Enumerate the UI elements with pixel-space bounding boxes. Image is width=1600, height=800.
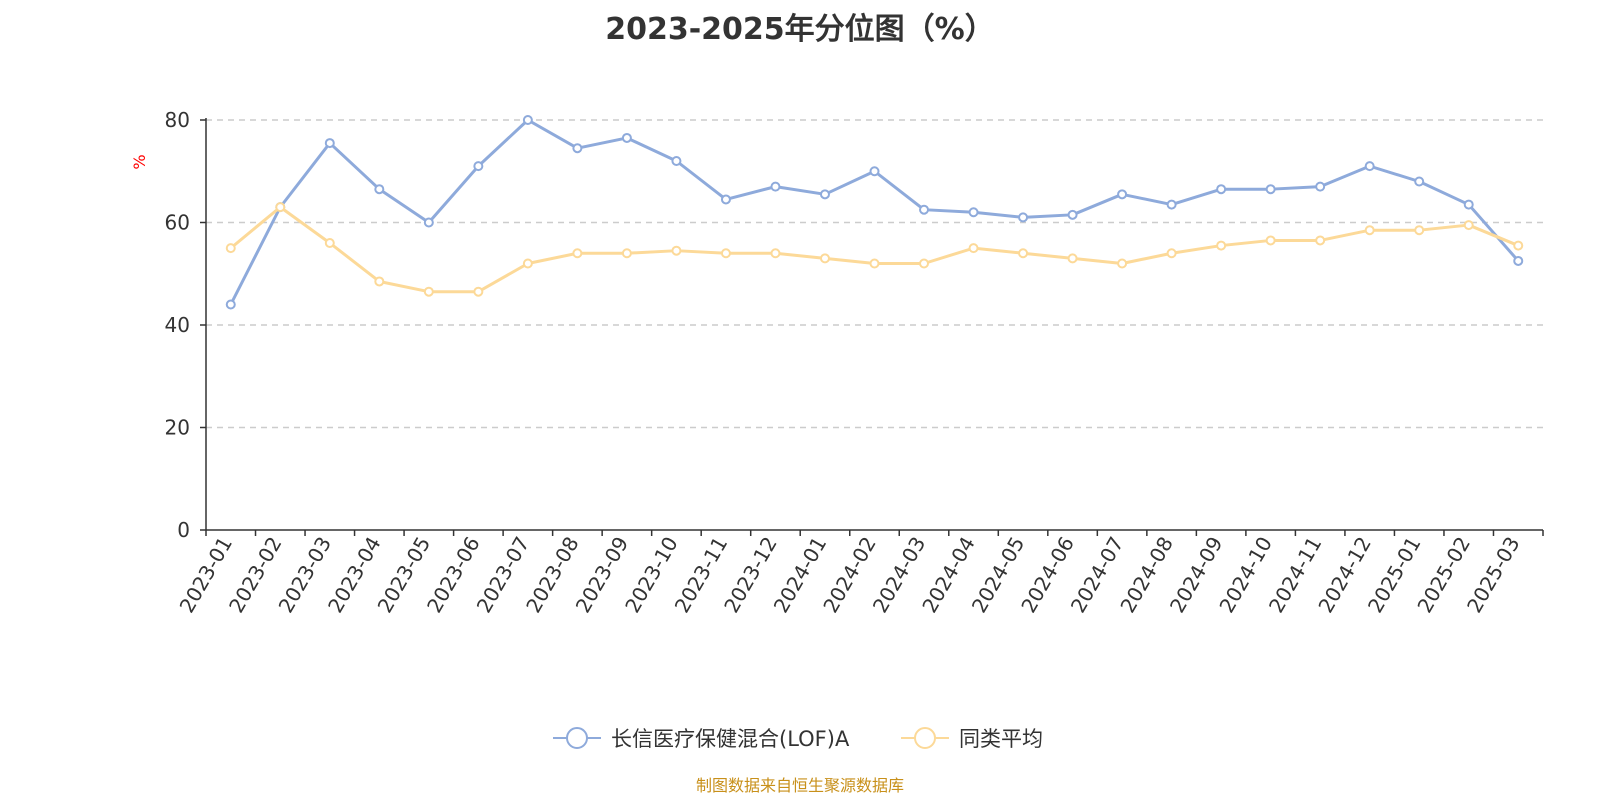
y-tick-label: 0: [177, 518, 190, 542]
series-2: [225, 202, 1524, 297]
data-point[interactable]: [225, 243, 236, 254]
data-point[interactable]: [720, 248, 731, 259]
y-axis-label: %: [130, 154, 149, 169]
data-point[interactable]: [1216, 240, 1227, 251]
data-point[interactable]: [1018, 248, 1029, 259]
data-point[interactable]: [1018, 212, 1029, 223]
data-point[interactable]: [1364, 225, 1375, 236]
data-point[interactable]: [621, 248, 632, 259]
data-point[interactable]: [968, 207, 979, 218]
data-point[interactable]: [770, 248, 781, 259]
data-point[interactable]: [819, 189, 830, 200]
data-point[interactable]: [671, 156, 682, 166]
chart-title: 2023-2025年分位图（%）: [605, 12, 995, 47]
data-point[interactable]: [1216, 184, 1227, 195]
data-point[interactable]: [621, 132, 632, 143]
data-point[interactable]: [1067, 209, 1078, 220]
series-1: [225, 115, 1524, 310]
legend[interactable]: 长信医疗保健混合(LOF)A 同类平均: [553, 727, 1043, 751]
data-point[interactable]: [1513, 255, 1524, 266]
data-point[interactable]: [1364, 161, 1375, 172]
legend-marker-icon: [566, 727, 588, 749]
legend-item-1[interactable]: 长信医疗保健混合(LOF)A: [553, 727, 850, 751]
y-tick-label: 40: [165, 313, 190, 337]
data-point[interactable]: [1265, 184, 1276, 195]
data-point[interactable]: [324, 238, 335, 248]
data-point[interactable]: [374, 276, 385, 287]
data-point[interactable]: [1513, 240, 1524, 251]
data-point[interactable]: [1117, 258, 1128, 269]
data-point[interactable]: [671, 245, 682, 256]
data-point[interactable]: [968, 243, 979, 254]
data-point[interactable]: [473, 161, 484, 172]
series-layer: [225, 115, 1524, 310]
data-point[interactable]: [572, 143, 583, 154]
data-point[interactable]: [522, 115, 533, 125]
data-point[interactable]: [919, 258, 930, 269]
data-point[interactable]: [423, 286, 434, 297]
data-point[interactable]: [1463, 220, 1474, 231]
data-point[interactable]: [1315, 181, 1326, 192]
data-point[interactable]: [225, 299, 236, 310]
data-point[interactable]: [869, 258, 880, 269]
axis-layer: 0204060802023-012023-022023-032023-04202…: [165, 108, 1544, 617]
legend-label: 长信医疗保健混合(LOF)A: [611, 727, 850, 751]
legend-marker-icon: [914, 727, 936, 749]
data-point[interactable]: [423, 217, 434, 228]
data-point[interactable]: [1463, 199, 1474, 210]
data-point[interactable]: [1166, 199, 1177, 210]
data-point[interactable]: [1414, 225, 1425, 236]
y-tick-label: 80: [165, 108, 190, 132]
data-point[interactable]: [869, 166, 880, 177]
y-tick-label: 20: [165, 416, 190, 440]
legend-label: 同类平均: [959, 727, 1043, 751]
data-point[interactable]: [1166, 248, 1177, 259]
data-point[interactable]: [522, 258, 533, 269]
source-note: 制图数据来自恒生聚源数据库: [695, 776, 904, 795]
data-point[interactable]: [473, 286, 484, 297]
data-point[interactable]: [374, 184, 385, 195]
data-point[interactable]: [919, 204, 930, 215]
data-point[interactable]: [1265, 235, 1276, 246]
data-point[interactable]: [572, 248, 583, 259]
series-line: [229, 118, 1520, 306]
data-point[interactable]: [1315, 235, 1326, 246]
legend-item-2[interactable]: 同类平均: [901, 727, 1043, 751]
data-point[interactable]: [1067, 253, 1078, 264]
data-point[interactable]: [1414, 176, 1425, 187]
data-point[interactable]: [324, 138, 335, 149]
data-point[interactable]: [720, 194, 731, 205]
data-point[interactable]: [819, 253, 830, 264]
y-tick-label: 60: [165, 211, 190, 235]
data-point[interactable]: [1117, 189, 1128, 200]
data-point[interactable]: [275, 202, 286, 213]
grid-layer: [206, 119, 1543, 429]
data-point[interactable]: [770, 181, 781, 192]
